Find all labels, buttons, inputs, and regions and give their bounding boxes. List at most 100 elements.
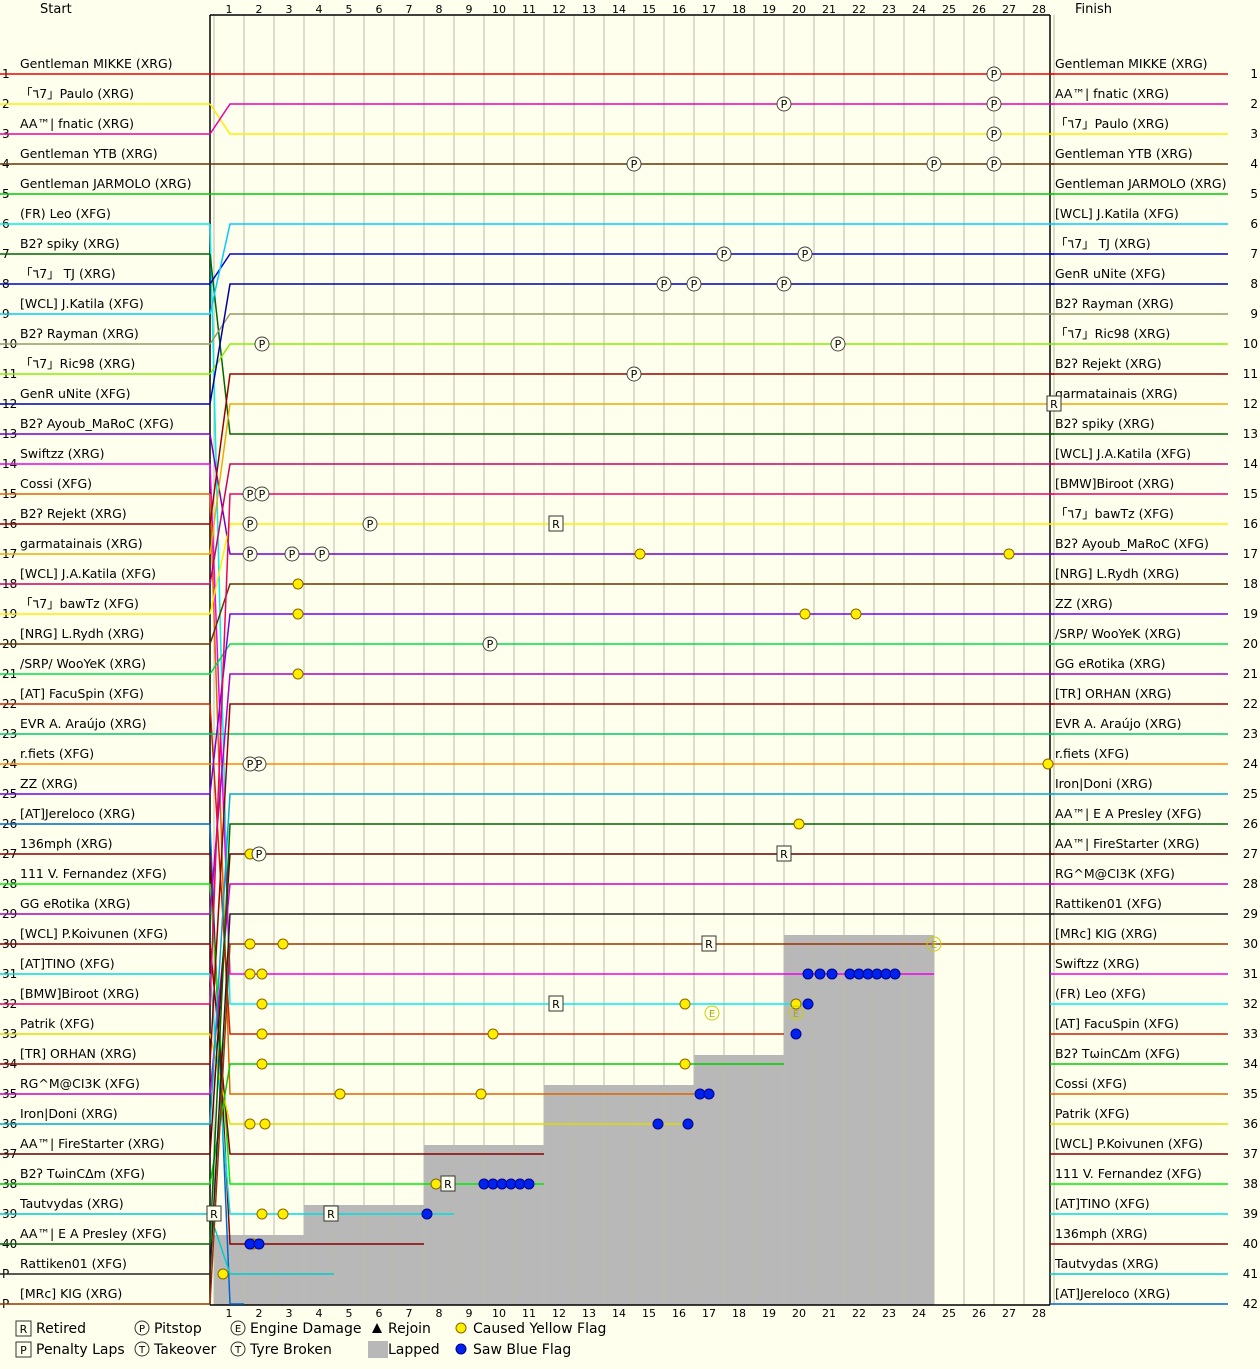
pitstop-marker xyxy=(797,246,813,262)
lap-label-bottom: 25 xyxy=(942,1307,956,1320)
lap-label-bottom: 8 xyxy=(436,1307,443,1320)
start-driver-name: [AT] FacuSpin (XFG) xyxy=(20,686,144,701)
position-label-right: 41 xyxy=(1243,1267,1258,1281)
start-driver-name: Tautvydas (XRG) xyxy=(19,1196,124,1211)
driver-trace xyxy=(209,373,1054,525)
retired-marker-label: R xyxy=(705,938,713,951)
driver-trace xyxy=(209,703,784,1035)
engine-damage-marker xyxy=(926,936,942,952)
yellow-flag-marker xyxy=(244,938,256,950)
legend-label-yellow: Caused Yellow Flag xyxy=(473,1321,606,1337)
position-label-right: 8 xyxy=(1250,277,1258,291)
lap-label-bottom: 9 xyxy=(466,1307,473,1320)
position-label-right: 6 xyxy=(1250,217,1258,231)
driver-trace xyxy=(209,493,694,1095)
finish-driver-name: Gentleman JARMOLO (XRG) xyxy=(1055,176,1226,191)
start-driver-name: 「٦7」 TJ (XRG) xyxy=(20,266,116,281)
lapped-area xyxy=(334,1205,364,1305)
driver-trace xyxy=(209,913,1054,1275)
position-label-right: 38 xyxy=(1243,1177,1258,1191)
yellow-flag-marker xyxy=(256,1058,268,1070)
lapped-area xyxy=(544,1085,574,1305)
lap-label-bottom: 17 xyxy=(702,1307,716,1320)
driver-trace xyxy=(209,313,1054,345)
finish-driver-name: 「٦7」Paulo (XRG) xyxy=(1055,116,1169,131)
pitstop-marker-label: P xyxy=(367,518,374,531)
yellow-flag-marker xyxy=(256,968,268,980)
legend-label-engine: Engine Damage xyxy=(250,1321,362,1337)
finish-driver-name: AA™| FireStarter (XRG) xyxy=(1055,836,1199,851)
pitstop-marker-label: P xyxy=(247,488,254,501)
lap-label-bottom: 2 xyxy=(256,1307,263,1320)
pitstop-marker-label: P xyxy=(721,248,728,261)
finish-driver-name: 「٦7」 TJ (XRG) xyxy=(1055,236,1151,251)
lap-label-bottom: 22 xyxy=(852,1307,866,1320)
retired-marker xyxy=(323,1205,339,1222)
finish-driver-name: [AT] FacuSpin (XFG) xyxy=(1055,1016,1179,1031)
lapped-area xyxy=(454,1145,484,1305)
yellow-flag-marker xyxy=(244,968,256,980)
position-label-right: 25 xyxy=(1243,787,1258,801)
legend-label-rejoin: Rejoin xyxy=(388,1321,431,1337)
lap-label-top: 6 xyxy=(376,3,383,16)
lapped-area xyxy=(754,1055,784,1305)
pitstop-marker-label: P xyxy=(247,518,254,531)
yellow-flag-marker xyxy=(217,1268,229,1280)
yellow-flag-marker xyxy=(487,1028,499,1040)
yellow-flag-marker xyxy=(334,1088,346,1100)
finish-driver-name: (FR) Leo (XFG) xyxy=(1055,986,1146,1001)
pitstop-marker-label: P xyxy=(487,638,494,651)
position-label-right: 31 xyxy=(1243,967,1258,981)
yellow-flag-marker xyxy=(475,1088,487,1100)
legend-symbol-text-retired: R xyxy=(20,1323,28,1336)
lap-label-bottom: 23 xyxy=(882,1307,896,1320)
retired-marker-label: R xyxy=(552,518,560,531)
yellow-flag-marker xyxy=(292,668,304,680)
lap-label-top: 28 xyxy=(1032,3,1046,16)
lap-label-bottom: 20 xyxy=(792,1307,806,1320)
pitstop-marker-label: P xyxy=(319,548,326,561)
lap-label-bottom: 13 xyxy=(582,1307,596,1320)
pitstop-marker xyxy=(626,366,642,382)
yellow-flag-marker xyxy=(292,578,304,590)
position-label-right: 3 xyxy=(1250,127,1258,141)
start-driver-name: Cossi (XFG) xyxy=(20,476,92,491)
position-label-right: 9 xyxy=(1250,307,1258,321)
pitstop-marker xyxy=(314,546,330,562)
start-driver-name: Gentleman JARMOLO (XRG) xyxy=(20,176,191,191)
legend-symbol-blue xyxy=(455,1343,467,1355)
lap-label-top: 19 xyxy=(762,3,776,16)
yellow-flag-marker xyxy=(256,1208,268,1220)
pitstop-marker xyxy=(776,96,792,112)
start-driver-name: Rattiken01 (XFG) xyxy=(20,1256,127,1271)
start-driver-name: B2ʔ Ayoub_MaRoC (XFG) xyxy=(20,416,174,431)
position-label-right: 40 xyxy=(1243,1237,1258,1251)
lap-label-top: 13 xyxy=(582,3,596,16)
finish-driver-name: r.fiets (XFG) xyxy=(1055,746,1129,761)
legend-symbol-tyre xyxy=(230,1341,246,1357)
lap-label-top: 8 xyxy=(436,3,443,16)
lapped-area xyxy=(364,1205,394,1305)
yellow-flag-marker xyxy=(850,608,862,620)
position-label-right: 22 xyxy=(1243,697,1258,711)
legend-symbol-text-tyre: T xyxy=(234,1345,242,1356)
finish-driver-name: B2ʔ Ayoub_MaRoC (XFG) xyxy=(1055,536,1209,551)
pitstop-marker xyxy=(242,756,258,772)
position-label-right: 33 xyxy=(1243,1027,1258,1041)
start-driver-name: B2ʔ TωinCΔm (XFG) xyxy=(20,1166,145,1181)
finish-driver-name: [WCL] P.Koivunen (XFG) xyxy=(1055,1136,1203,1151)
lap-label-top: 14 xyxy=(612,3,626,16)
engine-damage-marker-label: E xyxy=(709,1009,715,1020)
pitstop-marker-label: P xyxy=(802,248,809,261)
start-driver-name: Patrik (XFG) xyxy=(20,1016,95,1031)
position-label-right: 35 xyxy=(1243,1087,1258,1101)
pitstop-marker xyxy=(986,156,1002,172)
finish-driver-name: Rattiken01 (XFG) xyxy=(1055,896,1162,911)
driver-trace xyxy=(209,463,1054,585)
engine-damage-marker-label: E xyxy=(931,940,937,951)
legend-symbol-takeover xyxy=(134,1341,150,1357)
retired-marker-label: R xyxy=(444,1178,452,1191)
legend-symbol-yellow xyxy=(455,1322,467,1334)
lap-label-bottom: 6 xyxy=(376,1307,383,1320)
